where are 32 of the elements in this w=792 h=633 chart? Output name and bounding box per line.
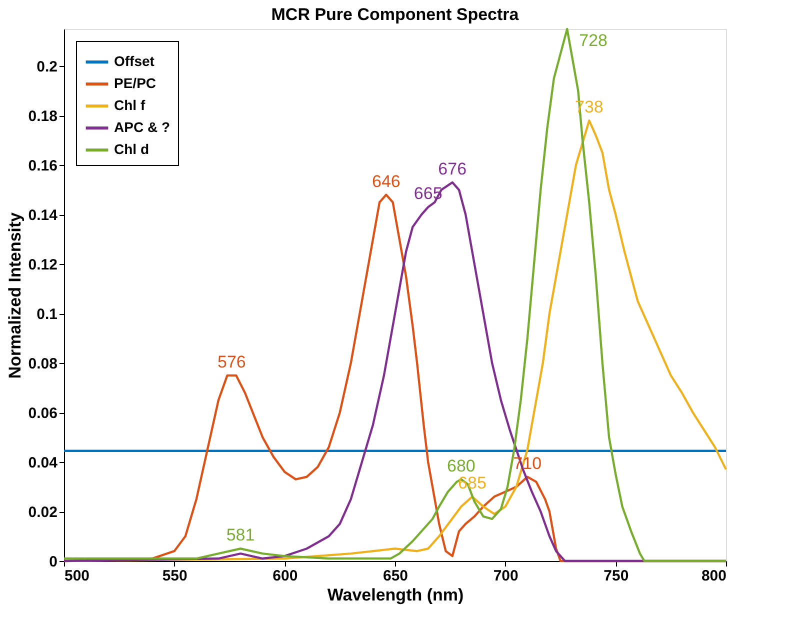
- annotation: 576: [218, 352, 246, 372]
- x-tick-label: 750: [604, 568, 629, 584]
- y-tick-label: 0.12: [28, 256, 58, 274]
- legend-label: APC & ?: [114, 119, 170, 135]
- x-tick-label: 550: [162, 568, 188, 584]
- annotation: 728: [579, 31, 608, 50]
- x-axis-title: Wavelength (nm): [327, 586, 464, 604]
- y-axis-title: Normalized Intensity: [5, 212, 24, 379]
- y-tick-label: 0.18: [28, 108, 58, 126]
- annotation: 646: [372, 172, 400, 191]
- chart-title: MCR Pure Component Spectra: [271, 4, 520, 24]
- annotation: 581: [226, 526, 255, 545]
- y-tick-label: 0.04: [28, 454, 58, 472]
- legend-label: PE/PC: [114, 75, 156, 91]
- x-tick-label: 800: [701, 568, 726, 584]
- legend-label: Chl f: [114, 97, 146, 113]
- y-tick-label: 0.02: [28, 504, 58, 522]
- y-tick-label: 0.16: [28, 158, 58, 175]
- y-tick-label: 0.14: [28, 207, 58, 224]
- annotation: 676: [438, 159, 467, 178]
- legend-label: Offset: [114, 53, 155, 69]
- x-tick-label: 600: [272, 568, 298, 584]
- annotation: 680: [447, 456, 476, 476]
- x-tick-label: 700: [493, 568, 518, 584]
- y-tick-label: 0.06: [28, 405, 58, 422]
- y-tick-label: 0.1: [36, 306, 58, 324]
- y-tick-label: 0.08: [28, 356, 58, 373]
- x-tick-label: 500: [64, 568, 90, 584]
- y-tick-label: 0: [49, 554, 58, 570]
- y-tick-label: 0.2: [36, 58, 58, 76]
- x-tick-label: 650: [382, 568, 408, 584]
- legend-label: Chl d: [114, 141, 149, 157]
